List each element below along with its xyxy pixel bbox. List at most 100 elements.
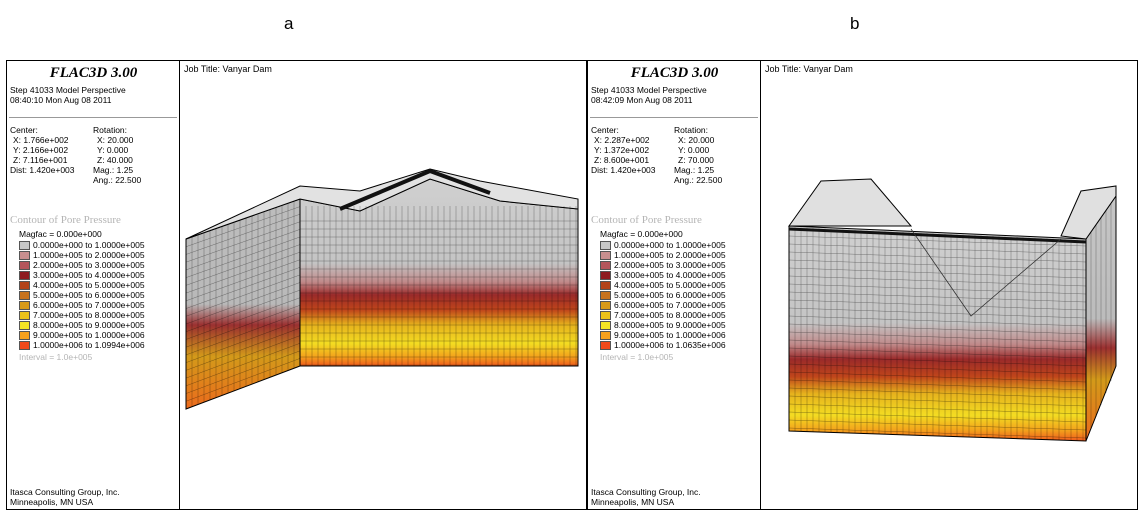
legend-range: 0.0000e+000 to 1.0000e+005 — [33, 240, 145, 250]
center-label: Center: — [10, 125, 38, 135]
legend-range: 9.0000e+005 to 1.0000e+006 — [614, 330, 726, 340]
center-y: Y: 2.166e+002 — [13, 145, 69, 155]
center-y: Y: 1.372e+002 — [594, 145, 650, 155]
dam-crest — [339, 168, 491, 211]
legend-swatch — [600, 341, 611, 350]
legend-swatch — [600, 251, 611, 260]
legend-swatch — [600, 301, 611, 310]
legend-swatch — [600, 331, 611, 340]
timestamp: 08:40:10 Mon Aug 08 2011 — [10, 95, 112, 105]
legend-range: 5.0000e+005 to 6.0000e+005 — [614, 290, 726, 300]
legend-swatch — [600, 311, 611, 320]
legend-range: 7.0000e+005 to 8.0000e+005 — [33, 310, 145, 320]
rotation-ang: Ang.: 22.500 — [674, 175, 723, 185]
rotation-x: X: 20.000 — [678, 135, 715, 145]
legend-swatch — [19, 271, 30, 280]
step-line: Step 41033 Model Perspective — [591, 85, 707, 95]
legend-range: 8.0000e+005 to 9.0000e+005 — [33, 320, 145, 330]
company: Itasca Consulting Group, Inc. — [591, 487, 701, 497]
model-mesh — [185, 199, 578, 407]
legend-swatch — [19, 301, 30, 310]
model-top-face — [788, 178, 913, 227]
divider — [590, 117, 758, 118]
legend-swatch — [19, 291, 30, 300]
legend-range: 4.0000e+005 to 5.0000e+005 — [614, 280, 726, 290]
legend-swatch — [600, 281, 611, 290]
step-line: Step 41033 Model Perspective — [10, 85, 126, 95]
company: Itasca Consulting Group, Inc. — [10, 487, 120, 497]
model-top-face — [1060, 185, 1117, 240]
job-title: Job Title: Vanyar Dam — [184, 64, 272, 74]
legend-range: 1.0000e+005 to 2.0000e+005 — [33, 250, 145, 260]
legend-swatch — [19, 321, 30, 330]
rotation-y: Y: 0.000 — [97, 145, 129, 155]
location: Minneapolis, MN USA — [591, 497, 675, 507]
legend-range: 2.0000e+005 to 3.0000e+005 — [33, 260, 145, 270]
rotation-y: Y: 0.000 — [678, 145, 710, 155]
center-x: X: 1.766e+002 — [13, 135, 69, 145]
legend-panel-a: FLAC3D 3.00 Step 41033 Model Perspective… — [7, 61, 180, 509]
legend-range: 1.0000e+006 to 1.0994e+006 — [33, 340, 145, 350]
dam-model-view — [788, 178, 1117, 442]
legend-range: 4.0000e+005 to 5.0000e+005 — [33, 280, 145, 290]
legend-range: 0.0000e+000 to 1.0000e+005 — [614, 240, 726, 250]
legend-range: 8.0000e+005 to 9.0000e+005 — [614, 320, 726, 330]
rotation-x: X: 20.000 — [97, 135, 134, 145]
job-title: Job Title: Vanyar Dam — [765, 64, 853, 74]
legend-swatch — [19, 261, 30, 270]
legend-range: 1.0000e+005 to 2.0000e+005 — [614, 250, 726, 260]
rotation-mag: Mag.: 1.25 — [674, 165, 715, 175]
legend-swatch — [600, 291, 611, 300]
legend-swatch — [19, 241, 30, 250]
legend-range: 2.0000e+005 to 3.0000e+005 — [614, 260, 726, 270]
legend-range: 3.0000e+005 to 4.0000e+005 — [614, 270, 726, 280]
legend-swatch — [19, 311, 30, 320]
center-label: Center: — [591, 125, 619, 135]
location: Minneapolis, MN USA — [10, 497, 94, 507]
dam-crest — [788, 227, 1087, 244]
timestamp: 08:42:09 Mon Aug 08 2011 — [591, 95, 693, 105]
center-dist: Dist: 1.420e+003 — [10, 165, 75, 175]
legend-range: 3.0000e+005 to 4.0000e+005 — [33, 270, 145, 280]
legend-swatch — [19, 281, 30, 290]
legend-swatch — [19, 331, 30, 340]
magfac: Magfac = 0.000e+000 — [19, 229, 102, 239]
valley-outline — [910, 228, 1062, 317]
rotation-ang: Ang.: 22.500 — [93, 175, 142, 185]
rotation-label: Rotation: — [93, 125, 128, 135]
model-viewport-a: Job Title: Vanyar Dam — [180, 61, 586, 509]
rotation-mag: Mag.: 1.25 — [93, 165, 134, 175]
legend-swatch — [19, 341, 30, 350]
rotation-z: Z: 70.000 — [678, 155, 714, 165]
dam-model-view — [185, 168, 579, 410]
legend-range: 6.0000e+005 to 7.0000e+005 — [614, 300, 726, 310]
center-x: X: 2.287e+002 — [594, 135, 650, 145]
flac3d-panel-b: FLAC3D 3.00 Step 41033 Model Perspective… — [587, 60, 1138, 510]
legend-swatch — [19, 251, 30, 260]
panel-label-b: b — [850, 14, 860, 33]
legend-range: 6.0000e+005 to 7.0000e+005 — [33, 300, 145, 310]
legend-swatch — [600, 261, 611, 270]
model-top-face — [185, 168, 579, 240]
rotation-z: Z: 40.000 — [97, 155, 133, 165]
flac3d-panel-a: FLAC3D 3.00 Step 41033 Model Perspective… — [6, 60, 587, 510]
model-front-face — [788, 225, 1087, 442]
rotation-label: Rotation: — [674, 125, 709, 135]
magfac: Magfac = 0.000e+000 — [600, 229, 683, 239]
contour-title: Contour of Pore Pressure — [591, 214, 702, 226]
legend-range: 9.0000e+005 to 1.0000e+006 — [33, 330, 145, 340]
interval: Interval = 1.0e+005 — [19, 352, 93, 362]
divider — [9, 117, 177, 118]
legend-swatch — [600, 241, 611, 250]
model-viewport-b: Job Title: Vanyar Dam — [761, 61, 1137, 509]
legend-range: 7.0000e+005 to 8.0000e+005 — [614, 310, 726, 320]
contour-title: Contour of Pore Pressure — [10, 214, 121, 226]
center-dist: Dist: 1.420e+003 — [591, 165, 656, 175]
panel-label-a: a — [284, 14, 294, 33]
legend-range: 5.0000e+005 to 6.0000e+005 — [33, 290, 145, 300]
legend-swatch — [600, 271, 611, 280]
center-z: Z: 8.600e+001 — [594, 155, 650, 165]
legend-panel-b: FLAC3D 3.00 Step 41033 Model Perspective… — [588, 61, 761, 509]
center-z: Z: 7.116e+001 — [13, 155, 68, 165]
app-title: FLAC3D 3.00 — [49, 65, 138, 81]
